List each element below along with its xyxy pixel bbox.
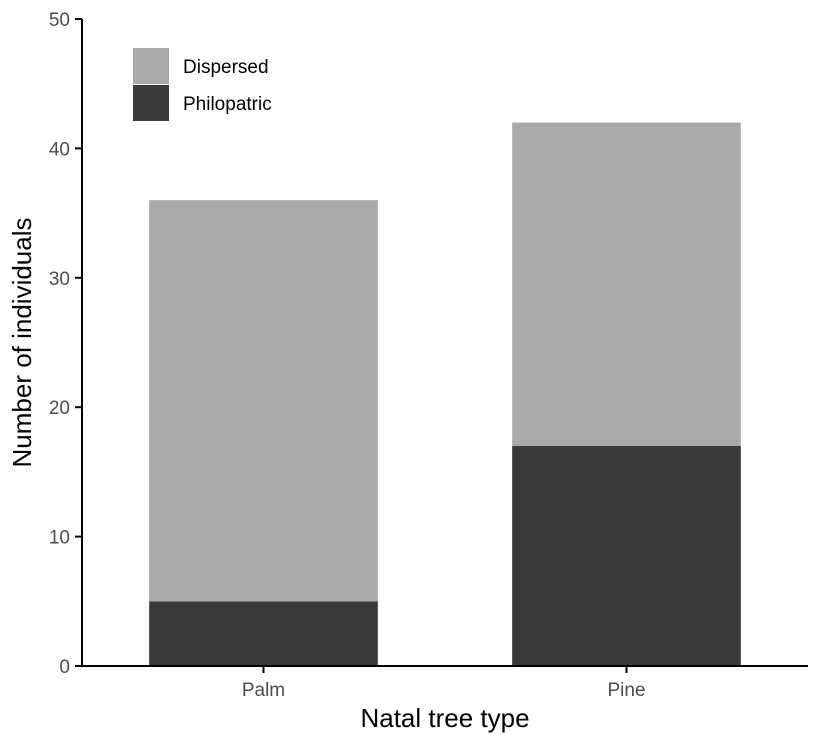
x-tick-label-palm: Palm — [242, 680, 285, 701]
y-axis-ticks: 0 10 20 30 40 50 — [49, 10, 82, 678]
bar-palm-philopatric — [149, 601, 378, 666]
bar-pine-dispersed — [512, 122, 741, 447]
y-tick-label: 0 — [59, 657, 70, 678]
legend-label-dispersed: Dispersed — [183, 57, 269, 78]
y-tick-label: 40 — [49, 139, 70, 160]
bars-group — [149, 122, 741, 666]
bar-pine-philopatric — [512, 446, 741, 666]
x-tick-label-pine: Pine — [607, 680, 645, 701]
x-axis-ticks: Palm Pine — [242, 666, 646, 701]
y-tick-label: 10 — [49, 528, 70, 549]
y-tick-label: 20 — [49, 398, 70, 419]
y-axis-title: Number of individuals — [7, 217, 37, 467]
y-tick-label: 50 — [49, 10, 70, 31]
x-axis-title: Natal tree type — [360, 703, 529, 733]
y-tick-label: 30 — [49, 269, 70, 290]
legend-label-philopatric: Philopatric — [183, 94, 272, 115]
legend: Dispersed Philopatric — [133, 48, 272, 121]
bar-palm-dispersed — [149, 200, 378, 602]
legend-swatch-dispersed — [133, 48, 169, 84]
legend-swatch-philopatric — [133, 85, 169, 121]
